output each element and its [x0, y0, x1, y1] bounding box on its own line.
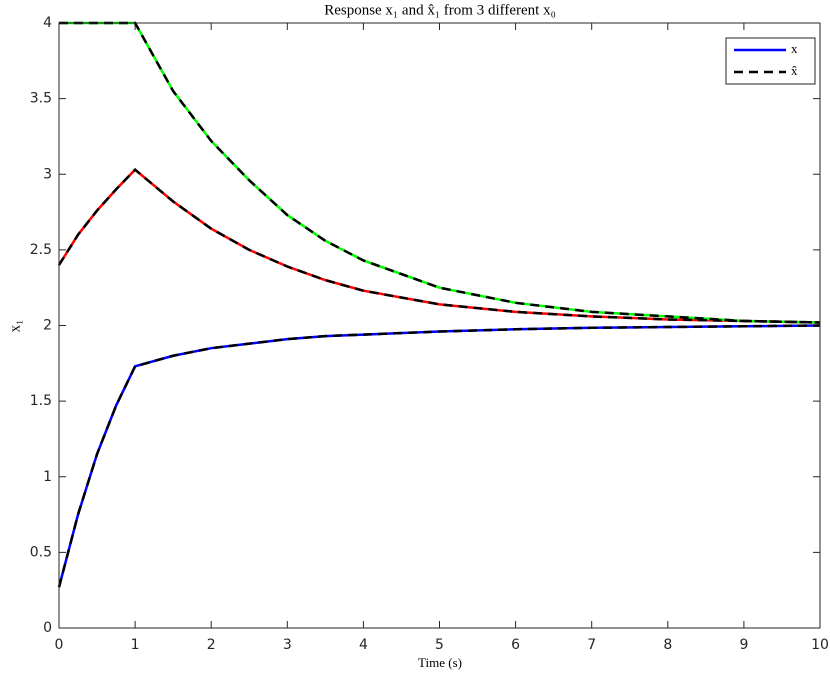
y-tick-label: 4	[43, 15, 52, 31]
x-tick-label: 9	[739, 637, 748, 653]
x-tick-label: 5	[435, 637, 444, 653]
x-tick-label: 10	[811, 637, 829, 653]
x-tick-label: 0	[55, 637, 64, 653]
legend-label: x̂	[791, 63, 798, 78]
y-tick-label: 0.5	[30, 544, 52, 560]
y-axis-label: x₁	[7, 320, 23, 333]
series-line	[59, 21, 821, 324]
x-tick-label: 6	[511, 637, 520, 653]
x-tick-label: 2	[207, 637, 216, 653]
legend-label: x	[791, 41, 798, 56]
y-tick-label: 2	[43, 318, 52, 334]
legend-box	[725, 37, 816, 85]
x-tick-label: 8	[663, 637, 672, 653]
x-axis-label: Time (s)	[418, 655, 462, 670]
y-tick-label: 0	[43, 620, 52, 636]
y-tick-label: 2.5	[30, 242, 52, 258]
series-line	[57, 168, 821, 324]
series-line	[57, 324, 821, 588]
series-line	[59, 21, 821, 324]
chart-title: Response x₁ and x̂₁ from 3 different x₀	[324, 2, 556, 18]
series-line	[57, 324, 821, 588]
y-tick-label: 1.5	[30, 393, 52, 409]
y-tick-label: 1	[43, 469, 52, 485]
y-tick-label: 3.5	[30, 91, 52, 107]
x-tick-label: 1	[131, 637, 140, 653]
x-tick-label: 3	[283, 637, 292, 653]
x-tick-label: 4	[359, 637, 368, 653]
y-tick-label: 3	[43, 166, 52, 182]
x-tick-label: 7	[587, 637, 596, 653]
series-line	[57, 168, 821, 324]
plot-frame	[58, 22, 821, 629]
